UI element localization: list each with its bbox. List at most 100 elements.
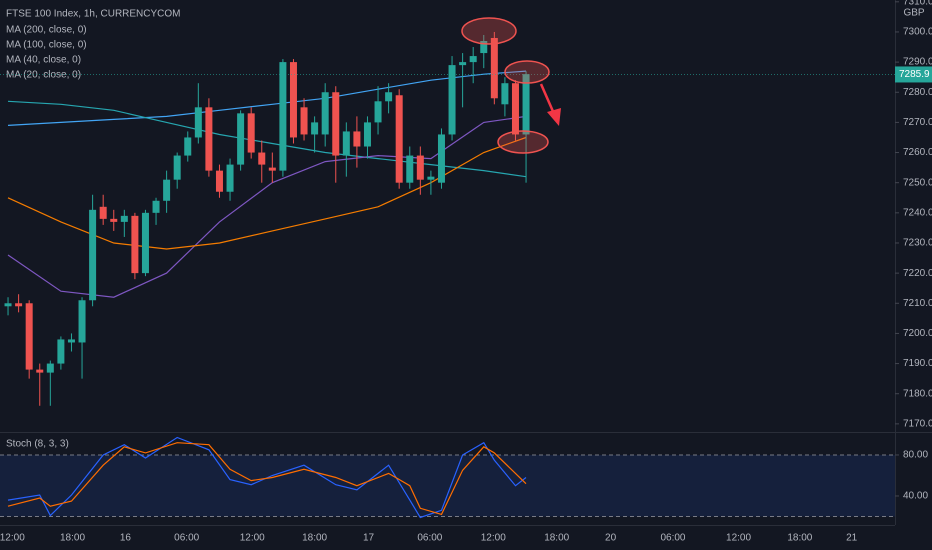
y-tick-label: 7310.0 [903,0,932,7]
candle-body [247,113,255,153]
y-tick-label: 7250.0 [903,177,932,188]
candle-body [99,206,107,219]
candle-body [163,179,171,201]
y-tick-label: 7270.0 [903,117,932,128]
x-tick-label: 18:00 [544,533,569,544]
candle-body [194,107,202,138]
x-tick-label: 12:00 [240,533,265,544]
candle-body [268,167,276,171]
candle-body [311,122,319,135]
candle-body [25,303,33,370]
y-tick-label: 7240.0 [903,207,932,218]
annotation-arrow-head [547,108,561,126]
line-series [7,115,527,298]
candle-body [385,92,393,102]
candle-body [15,303,23,307]
candle-body [395,95,403,183]
x-tick-label: 21 [846,533,858,544]
y-tick-label: 7180.0 [903,388,932,399]
x-tick-label: 16 [120,533,132,544]
line-series [7,436,527,519]
line-series [7,442,527,516]
candle-body [184,137,192,156]
annotation-ellipse [504,60,550,84]
y-tick-label: 80.00 [903,450,928,461]
x-tick-label: 06:00 [174,533,199,544]
chart-title: FTSE 100 Index, 1h, CURRENCYCOM [6,9,181,20]
x-tick-label: 20 [605,533,617,544]
x-tick-label: 06:00 [660,533,685,544]
candle-body [321,92,329,135]
candle-body [120,215,128,222]
indicator-title: Stoch (8, 3, 3) [6,439,69,450]
price-label: 7285.9 [899,69,930,80]
candle-body [36,369,44,373]
x-tick-label: 18:00 [60,533,85,544]
candle-body [300,107,308,135]
candle-body [237,113,245,165]
y-tick-label: 7260.0 [903,147,932,158]
annotations [461,17,561,154]
candle-body [141,212,149,274]
x-tick-label: 18:00 [787,533,812,544]
price-label-bg [895,66,932,83]
legend-entry: MA (200, close, 0) [6,25,87,36]
candle-body [131,215,139,274]
candle-body [332,92,340,156]
candle-body [427,176,435,180]
candle-body [363,122,371,147]
candle-body [342,131,350,156]
line-series [7,100,527,178]
x-tick-label: 17 [363,533,375,544]
candle-body [511,83,519,135]
candle-body [258,152,266,165]
legend-entry: MA (20, close, 0) [6,70,81,81]
y-tick-label: 7170.0 [903,419,932,430]
candle-body [46,363,54,373]
candle-body [448,65,456,135]
x-tick-label: 12:00 [726,533,751,544]
candle-body [501,83,509,105]
candle-body [78,300,86,343]
candle-body [173,155,181,180]
band-fill [0,454,895,517]
candle-body [490,37,498,99]
legend-entry: MA (40, close, 0) [6,55,81,66]
y-tick-label: 7190.0 [903,358,932,369]
x-tick-label: 18:00 [302,533,327,544]
y-tick-label: 7220.0 [903,268,932,279]
y-tick-label: 7290.0 [903,57,932,68]
candle-body [416,155,424,180]
x-tick-label: 06:00 [417,533,442,544]
y-tick-label: 7210.0 [903,298,932,309]
annotation-ellipse [461,17,517,45]
annotation-ellipse [497,130,549,154]
y-tick-label: 7300.0 [903,27,932,38]
y-tick-label: 7230.0 [903,238,932,249]
y-tick-label: 7280.0 [903,87,932,98]
x-tick-label: 12:00 [481,533,506,544]
x-tick-label: 12:00 [0,533,25,544]
candle-body [522,74,530,135]
candle-body [110,218,118,222]
candle-body [57,339,65,364]
y-tick-label: 40.00 [903,491,928,502]
candle-body [152,200,160,213]
candle-body [4,303,12,307]
candle-body [353,131,361,147]
candle-body [480,40,488,54]
candle-body [459,62,467,66]
line-series [7,136,527,250]
candle-body [89,209,97,301]
line-series [7,70,527,126]
candle-body [67,339,75,343]
candle-body [374,101,382,123]
y-tick-label: 7200.0 [903,328,932,339]
currency: GBP [903,8,924,19]
candle-body [406,155,414,183]
candle-body [205,107,213,171]
candle-body [226,164,234,192]
